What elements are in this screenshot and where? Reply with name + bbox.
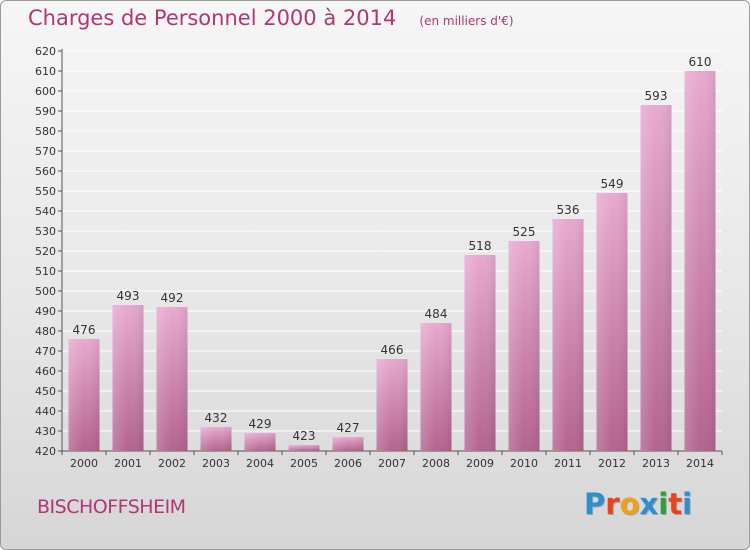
bars [68,71,716,451]
bar-shade [112,305,144,451]
data-labels: 476 493 492 432 429 423 427 466 484 518 525 536 549 5… [73,55,712,443]
logo-letter: x [639,487,659,521]
x-tick-label: 2002 [158,457,186,470]
y-tick-label: 620 [35,45,56,58]
y-tick-label: 550 [35,185,56,198]
bar-value-label: 549 [601,177,624,191]
bar-value-label: 466 [381,343,404,357]
bar-shade [640,105,672,451]
x-tick-label: 2001 [114,457,142,470]
y-tick-label: 600 [35,85,56,98]
logo-letter: r [605,487,620,521]
x-tick-label: 2007 [378,457,406,470]
x-tick-label: 2011 [554,457,582,470]
y-tick-label: 450 [35,385,56,398]
y-tick-label: 470 [35,345,56,358]
x-tick-label: 2003 [202,457,230,470]
bar-shade [420,323,452,451]
y-tick-label: 490 [35,305,56,318]
y-tick-label: 580 [35,125,56,138]
bar-value-label: 432 [205,411,228,425]
y-tick-label: 460 [35,365,56,378]
y-tick-label: 480 [35,325,56,338]
bar-shade [684,71,716,451]
bar-value-label: 593 [645,89,668,103]
bar-shade [508,241,540,451]
y-tick-label: 560 [35,165,56,178]
bar-value-label: 476 [73,323,96,337]
bar-value-label: 610 [689,55,712,69]
title-row: Charges de Personnel 2000 à 2014 (en mil… [28,6,514,30]
x-tick-label: 2008 [422,457,450,470]
bar-shade [156,307,188,451]
y-tick-label: 610 [35,65,56,78]
logo-letter: P [584,487,606,521]
proxiti-logo[interactable]: Proxiti [584,487,692,521]
y-tick-label: 430 [35,425,56,438]
logo-letter: o [619,487,640,521]
y-tick-label: 540 [35,205,56,218]
logo-letter: i [658,487,669,521]
x-tick-label: 2010 [510,457,538,470]
chart-subtitle: (en milliers d'€) [419,14,514,28]
y-tick-label: 500 [35,285,56,298]
bar-value-label: 518 [469,239,492,253]
y-tick-label: 510 [35,265,56,278]
bar-value-label: 493 [117,289,140,303]
bar-value-label: 423 [293,429,316,443]
bar-shade [200,427,232,451]
bar-value-label: 427 [337,421,360,435]
x-tick-label: 2005 [290,457,318,470]
bar-shade [552,219,584,451]
x-tick-label: 2012 [598,457,626,470]
bar-value-label: 525 [513,225,536,239]
bar-value-label: 484 [425,307,448,321]
x-tick-label: 2000 [70,457,98,470]
x-tick-label: 2004 [246,457,274,470]
y-tick-label: 590 [35,105,56,118]
bar-shade [288,445,320,451]
y-tick-label: 420 [35,445,56,458]
bar-value-label: 536 [557,203,580,217]
logo-letter: i [682,487,693,521]
bar-shade [376,359,408,451]
bar-shade [244,433,276,451]
bar-shade [332,437,364,451]
bar-shade [596,193,628,451]
bar-shade [464,255,496,451]
y-tick-label: 570 [35,145,56,158]
chart-title: Charges de Personnel 2000 à 2014 [28,6,397,30]
y-tick-label: 440 [35,405,56,418]
x-tick-label: 2006 [334,457,362,470]
bar-value-label: 492 [161,291,184,305]
town-name: BISCHOFFSHEIM [37,496,186,518]
y-tick-label: 530 [35,225,56,238]
y-tick-label: 520 [35,245,56,258]
bar-value-label: 429 [249,417,272,431]
logo-letter: t [668,487,683,521]
bar-shade [68,339,100,451]
x-tick-label: 2013 [642,457,670,470]
x-tick-label: 2009 [466,457,494,470]
x-tick-label: 2014 [686,457,714,470]
